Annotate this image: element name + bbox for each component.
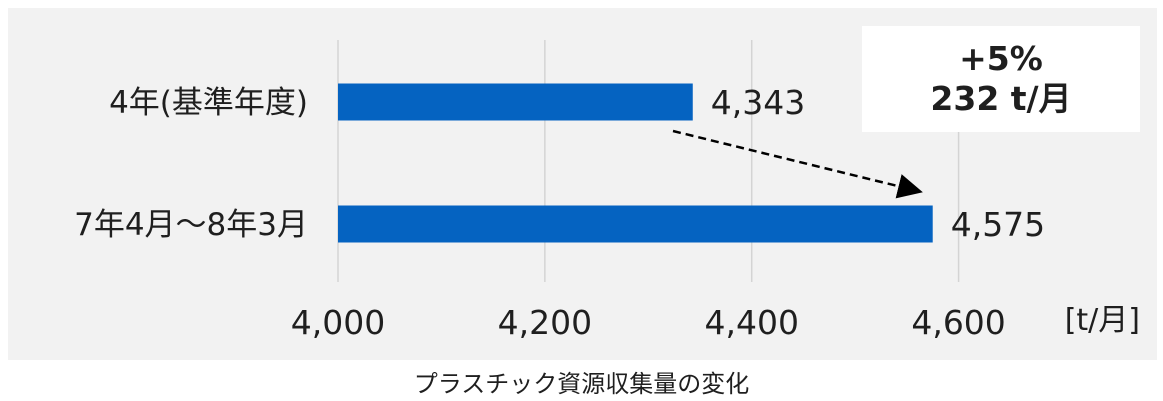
x-tick-label: 4,400 xyxy=(704,303,798,342)
value-label: 4,575 xyxy=(951,205,1045,244)
change-percent: +5% xyxy=(959,39,1043,79)
bar xyxy=(338,83,693,121)
labels: 4,000 4,200 4,400 4,600 [t/月] 4,343 4年(基準年度) 4,… xyxy=(74,83,1140,342)
chart-caption: プラスチック資源収集量の変化 xyxy=(413,370,750,398)
bars xyxy=(338,83,933,243)
x-axis-unit: [t/月] xyxy=(1065,303,1140,338)
bar xyxy=(338,205,933,243)
x-tick-label: 4,600 xyxy=(911,303,1005,342)
category-label: 4年(基準年度) xyxy=(109,85,308,121)
x-tick-label: 4,200 xyxy=(498,303,592,342)
change-annotation: +5% 232 t/月 xyxy=(862,26,1140,132)
change-amount: 232 t/月 xyxy=(930,79,1072,118)
value-label: 4,343 xyxy=(711,83,805,122)
x-tick-label: 4,000 xyxy=(291,303,385,342)
category-label: 7年4月～8年3月 xyxy=(74,207,308,243)
change-arrow xyxy=(672,129,923,199)
